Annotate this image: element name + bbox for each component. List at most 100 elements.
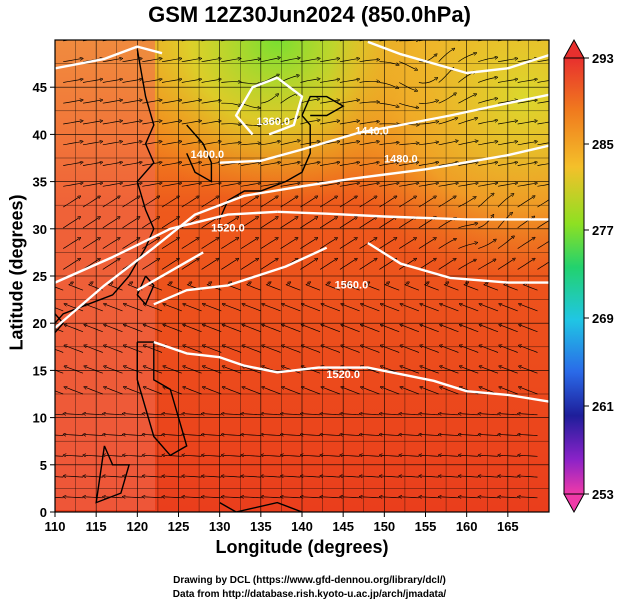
streamline <box>300 120 318 125</box>
streamline <box>359 60 379 63</box>
streamline <box>221 82 240 83</box>
y-tick-label: 25 <box>33 269 47 284</box>
streamline <box>483 283 499 291</box>
streamline <box>102 142 121 146</box>
streamline <box>359 218 376 229</box>
x-tick-label: 115 <box>86 519 107 534</box>
streamline <box>499 414 518 415</box>
streamline <box>379 259 395 270</box>
streamline <box>65 387 84 395</box>
coastline <box>95 445 131 504</box>
x-axis-ticks: 110 115 120 125 130 135 140 145 150 155 160 165 <box>45 512 519 534</box>
streamline <box>260 75 278 83</box>
streamline <box>63 183 81 187</box>
streamline <box>102 100 121 104</box>
streamline <box>85 387 103 395</box>
streamline <box>183 414 202 415</box>
streamline <box>280 94 297 104</box>
streamline <box>107 283 123 291</box>
streamline <box>478 120 496 125</box>
streamline <box>302 455 321 456</box>
streamline <box>399 82 416 91</box>
streamline <box>282 414 301 415</box>
streamline <box>418 183 437 187</box>
streamline <box>243 387 261 395</box>
coastline <box>301 95 345 117</box>
streamline <box>537 59 549 63</box>
streamline <box>382 346 400 353</box>
streamline <box>260 238 277 249</box>
streamline <box>517 162 536 166</box>
streamline <box>339 142 358 146</box>
streamline <box>241 59 259 63</box>
streamline <box>63 100 81 104</box>
streamline <box>221 102 239 105</box>
streamline <box>300 238 316 249</box>
streamline <box>321 455 340 456</box>
height-contour <box>367 241 549 284</box>
streamline <box>125 304 143 312</box>
streamline <box>102 79 121 83</box>
streamline <box>537 121 549 125</box>
streamline <box>102 183 121 187</box>
streamline <box>342 387 360 395</box>
streamline <box>320 183 338 187</box>
streamline <box>65 367 84 374</box>
streamline <box>55 497 64 499</box>
streamline <box>243 367 261 374</box>
streamline <box>144 455 163 456</box>
streamline <box>125 346 143 353</box>
streamline <box>537 142 549 146</box>
streamline <box>320 162 338 166</box>
streamline <box>166 283 182 291</box>
streamline <box>379 218 395 229</box>
streamline <box>423 283 439 291</box>
streamline <box>262 497 281 498</box>
streamline <box>478 78 496 83</box>
streamline <box>319 218 336 229</box>
streamline <box>341 455 360 456</box>
streamline <box>55 328 64 333</box>
streamline <box>441 346 459 353</box>
streamline <box>221 59 239 63</box>
streamline <box>283 387 301 395</box>
streamline <box>68 283 84 291</box>
streamline <box>122 79 141 83</box>
streamline <box>302 476 321 477</box>
streamline <box>242 435 261 436</box>
streamline <box>300 259 316 270</box>
streamline <box>223 476 242 477</box>
streamline <box>201 218 218 229</box>
streamline <box>105 304 123 312</box>
streamline <box>382 387 400 395</box>
streamline <box>517 238 534 249</box>
streamline <box>517 197 534 208</box>
streamline <box>319 259 336 270</box>
streamline <box>63 59 81 63</box>
streamline <box>321 497 340 498</box>
streamline <box>243 304 261 312</box>
streamline <box>477 194 493 208</box>
streamline <box>280 197 297 208</box>
streamline <box>260 119 279 125</box>
streamline <box>260 218 277 229</box>
contour-label: 1480.0 <box>384 154 418 166</box>
streamline <box>537 199 549 208</box>
streamline <box>438 118 457 125</box>
streamline <box>300 79 318 83</box>
streamline <box>181 121 200 125</box>
streamline <box>458 183 476 187</box>
streamline <box>302 414 321 415</box>
coastline <box>186 124 213 183</box>
colorbar-label: 269 <box>592 311 614 326</box>
streamline <box>221 183 239 187</box>
streamline <box>458 162 476 166</box>
streamline <box>184 387 202 395</box>
streamline <box>460 435 479 436</box>
streamline <box>164 387 182 395</box>
streamline <box>223 435 242 436</box>
streamline <box>500 325 518 333</box>
streamline <box>262 435 281 436</box>
streamline <box>125 367 143 374</box>
